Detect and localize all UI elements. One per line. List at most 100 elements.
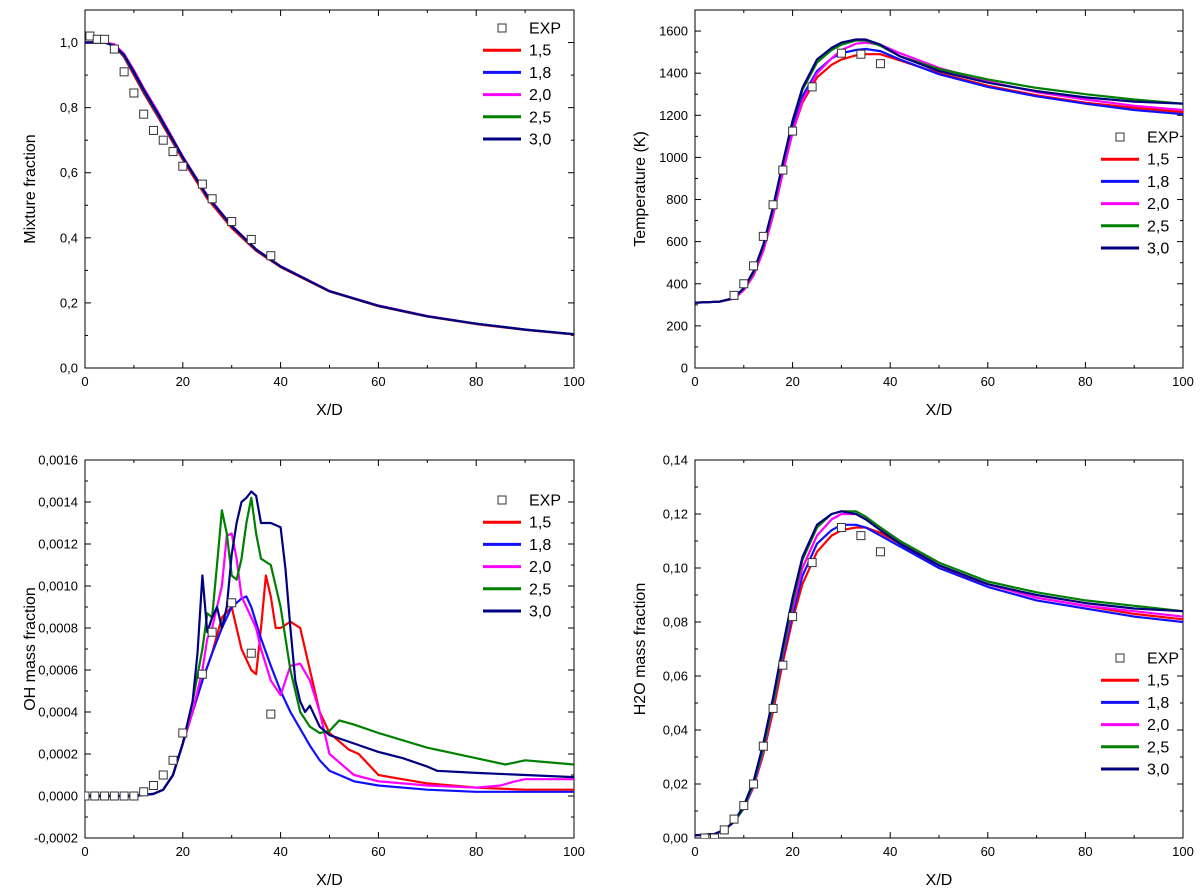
legend-label: 2,0 [1147,717,1169,734]
exp-marker [227,598,237,608]
y-tick-label: 0,8 [60,100,78,115]
exp-marker [836,48,846,58]
x-tick-label: 0 [691,374,698,389]
y-tick-label: 1600 [659,24,688,39]
exp-marker [168,147,178,157]
exp-marker [739,801,749,811]
exp-marker [100,791,110,801]
exp-marker [778,660,788,670]
x-tick-label: 0 [81,844,88,859]
x-axis-title: X/D [316,872,343,888]
legend-label: 1,8 [529,65,551,82]
plot-frame [84,9,575,369]
exp-marker [875,547,885,557]
y-tick-label: 0,0014 [38,495,78,510]
exp-marker [158,770,168,780]
y-tick-label: 1400 [659,66,688,81]
y-tick-label: 0,0016 [38,453,78,468]
x-tick-label: 20 [176,844,190,859]
exp-marker [109,791,119,801]
y-tick-label: 0,0006 [38,663,78,678]
exp-marker [875,59,885,69]
exp-marker [266,709,276,719]
exp-marker [836,523,846,532]
x-tick-label: 80 [469,374,483,389]
plot-frame [694,459,1184,839]
x-tick-label: 100 [563,374,585,389]
plot-area [695,510,1183,838]
x-axis-title: X/D [926,872,953,888]
exp-marker [246,234,256,244]
legend-label: 1,8 [529,537,551,554]
y-tick-label: 0,0002 [38,747,78,762]
x-tick-label: 60 [371,374,385,389]
exp-marker [768,200,778,210]
y-tick-label: 0,0000 [38,789,78,804]
plot-frame [84,459,575,839]
x-tick-label: 0 [81,374,88,389]
chart-panel-1: 0 20 40 60 80 100 0,0 0,2 0,4 0,6 0,8 1,0 X/D Mixture… [22,9,585,419]
series-line-3-0 [695,510,1183,837]
x-tick-label: 20 [785,374,799,389]
x-tick-label: 60 [981,374,995,389]
x-axis-title: X/D [926,402,953,419]
legend-label: 2,0 [1147,196,1169,213]
y-axis-title: Temperature (K) [632,131,649,247]
x-tick-label: 100 [1172,844,1194,859]
legend: EXP 1,5 1,8 2,0 2,5 3,0 [1101,651,1179,779]
legend-label: 2,5 [529,109,551,126]
y-tick-label: -0,0002 [34,831,78,846]
exp-marker [778,165,788,175]
exp-marker [710,833,720,838]
legend-label: 3,0 [529,132,551,149]
exp-marker [197,179,207,189]
y-tick-label: 0,14 [663,453,688,468]
legend-swatch-exp [497,495,507,505]
legend-label: 1,5 [1147,152,1169,169]
legend-swatch-exp [1115,132,1125,142]
y-tick-label: 0,2 [60,295,78,310]
exp-marker [749,261,759,271]
x-tick-label: 60 [371,844,385,859]
exp-marker [158,135,168,145]
series-line-2-5 [695,39,1183,304]
legend-label: 3,0 [1147,241,1169,258]
x-tick-label: 80 [469,844,483,859]
exp-marker [856,531,866,541]
legend-label: EXP [1147,130,1179,147]
legend: EXP 1,5 1,8 2,0 2,5 3,0 [483,493,561,621]
legend-label: 1,8 [1147,695,1169,712]
y-tick-label: 600 [666,234,688,249]
y-tick-label: 0,00 [663,831,688,846]
x-tick-label: 80 [1078,844,1092,859]
legend: EXP 1,5 1,8 2,0 2,5 3,0 [1101,130,1179,258]
y-tick-label: 0,0 [60,361,78,376]
series-line-1-8 [695,47,1183,304]
legend-label: 1,5 [529,43,551,60]
plot-area [695,38,1183,304]
exp-marker [749,779,759,789]
y-tick-label: 0,4 [60,230,78,245]
x-tick-label: 20 [176,374,190,389]
legend-label: 2,5 [1147,739,1169,756]
legend-label: 2,0 [529,559,551,576]
exp-marker [90,791,100,801]
legend-label: EXP [529,21,561,38]
series-line-3-0 [85,41,574,336]
y-tick-label: 1,0 [60,35,78,50]
series-line-2-0 [85,532,574,798]
exp-marker [246,648,256,658]
x-tick-label: 40 [273,844,287,859]
chart-panel-2: 0 20 40 60 80 1000200400600800100012001400160… [632,9,1194,419]
exp-marker [85,791,90,801]
series-line-2-0 [695,41,1183,304]
x-tick-label: 40 [883,844,897,859]
plot-area [85,490,574,801]
exp-marker [788,612,798,622]
x-tick-label: 0 [691,844,698,859]
exp-marker [700,833,710,838]
legend-label: 1,8 [1147,174,1169,191]
exp-marker [148,781,158,790]
y-tick-label: 0,0012 [38,537,78,552]
